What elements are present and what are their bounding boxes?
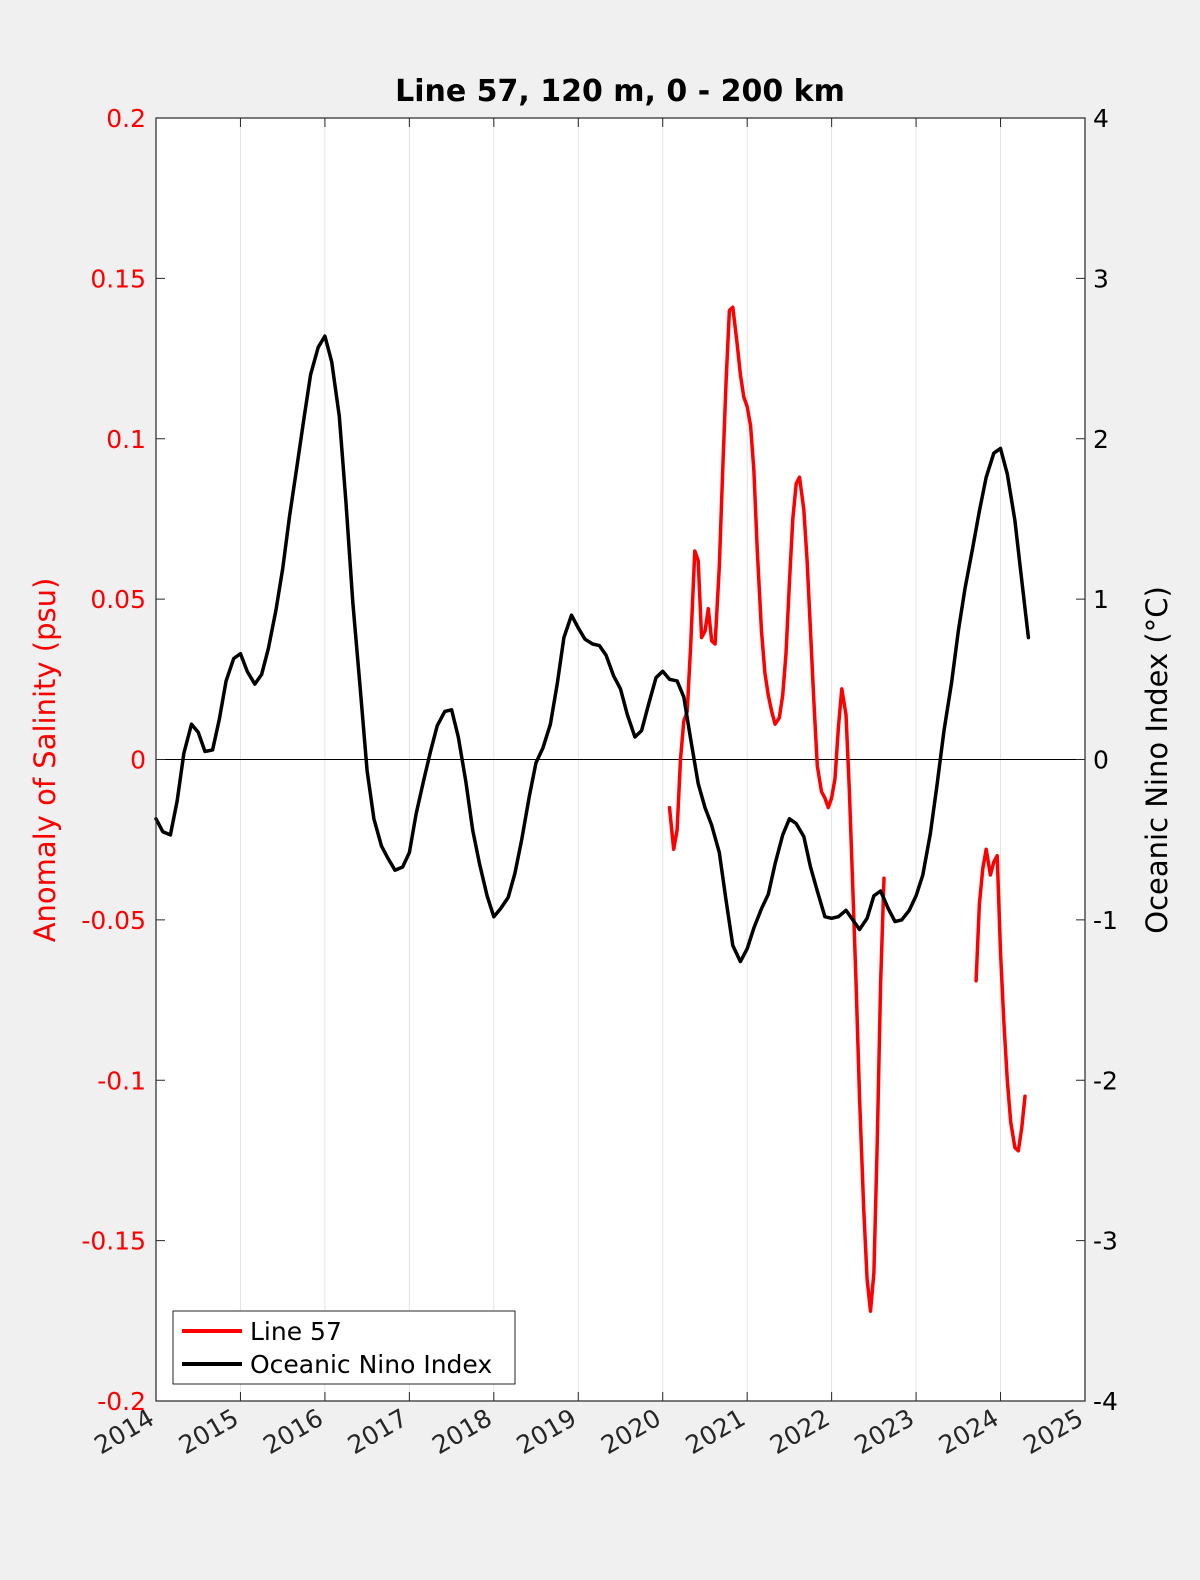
y-right-tick-label: 0 [1093, 746, 1109, 775]
legend-label-line-57: Line 57 [250, 1317, 342, 1346]
y-right-tick-label: 3 [1093, 264, 1109, 293]
x-tick-label: 2017 [343, 1403, 413, 1460]
y-left-tick-label: 0.05 [90, 585, 146, 614]
x-tick-label: 2025 [1018, 1403, 1088, 1460]
y-left-tick-label: 0.1 [106, 425, 146, 454]
series-line-oceanic-nino-index [154, 334, 1031, 964]
series-line-line-57 [974, 847, 1027, 1153]
legend-label-oni: Oceanic Nino Index [250, 1350, 492, 1379]
x-tick-label: 2022 [765, 1403, 835, 1460]
y-axis-left-label: Anomaly of Salinity (psu) [28, 578, 62, 943]
y-left-tick-label: -0.2 [97, 1387, 146, 1416]
legend: Line 57 Oceanic Nino Index [172, 1310, 516, 1385]
legend-box [172, 1310, 516, 1385]
y-right-tick-label: 1 [1093, 585, 1109, 614]
y-right-tick-label: 2 [1093, 425, 1109, 454]
y-right-tick-label: 4 [1093, 104, 1109, 133]
y-left-tick-label: -0.15 [81, 1227, 146, 1256]
y-left-tick-label: 0.2 [106, 104, 146, 133]
x-tick-label: 2021 [681, 1403, 751, 1460]
x-tick-label: 2018 [427, 1403, 497, 1460]
y-right-tick-label: -2 [1093, 1066, 1118, 1095]
x-tick-label: 2015 [174, 1403, 244, 1460]
x-tick-label: 2023 [849, 1403, 919, 1460]
series-layer [154, 305, 1031, 1313]
x-tick-label: 2016 [258, 1403, 328, 1460]
y-left-tick-label: 0.15 [90, 264, 146, 293]
y-left-tick-label: 0 [130, 746, 146, 775]
x-tick-label: 2020 [596, 1403, 666, 1460]
chart-title: Line 57, 120 m, 0 - 200 km [395, 74, 845, 109]
y-left-tick-label: -0.1 [97, 1066, 146, 1095]
y-right-tick-label: -3 [1093, 1227, 1118, 1256]
y-right-tick-label: -4 [1093, 1387, 1118, 1416]
y-right-tick-label: -1 [1093, 906, 1118, 935]
x-tick-label: 2019 [512, 1403, 582, 1460]
y-left-tick-label: -0.05 [81, 906, 146, 935]
y-axis-right-label: Oceanic Nino Index (°C) [1140, 586, 1174, 934]
series-line-line-57 [667, 305, 886, 1313]
x-tick-label: 2024 [934, 1403, 1004, 1460]
